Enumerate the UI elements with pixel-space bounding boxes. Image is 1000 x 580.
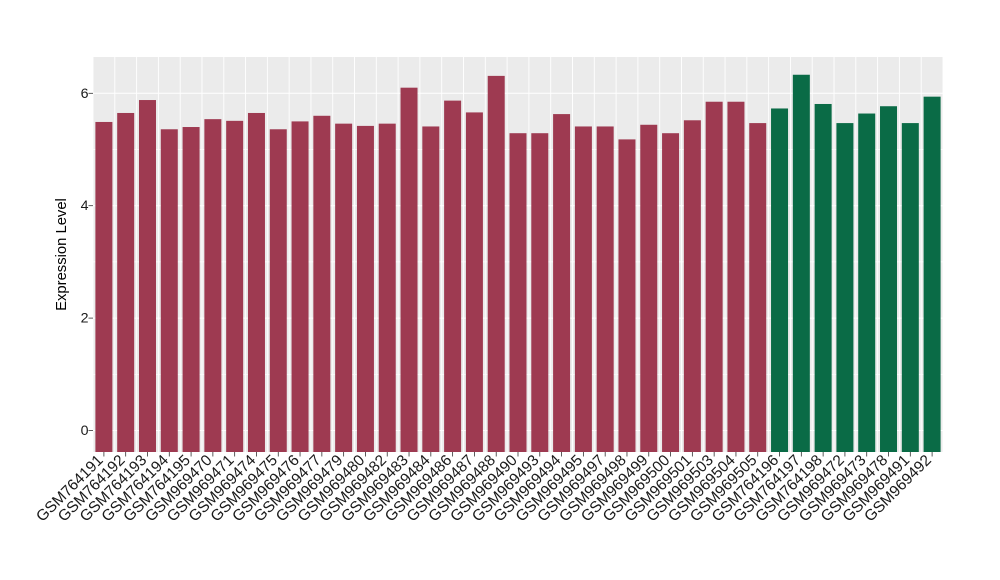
svg-text:Expression Level: Expression Level — [54, 198, 70, 311]
svg-text:0: 0 — [81, 423, 89, 439]
svg-text:4: 4 — [81, 198, 89, 214]
svg-text:2: 2 — [81, 311, 89, 327]
svg-text:6: 6 — [81, 86, 89, 102]
